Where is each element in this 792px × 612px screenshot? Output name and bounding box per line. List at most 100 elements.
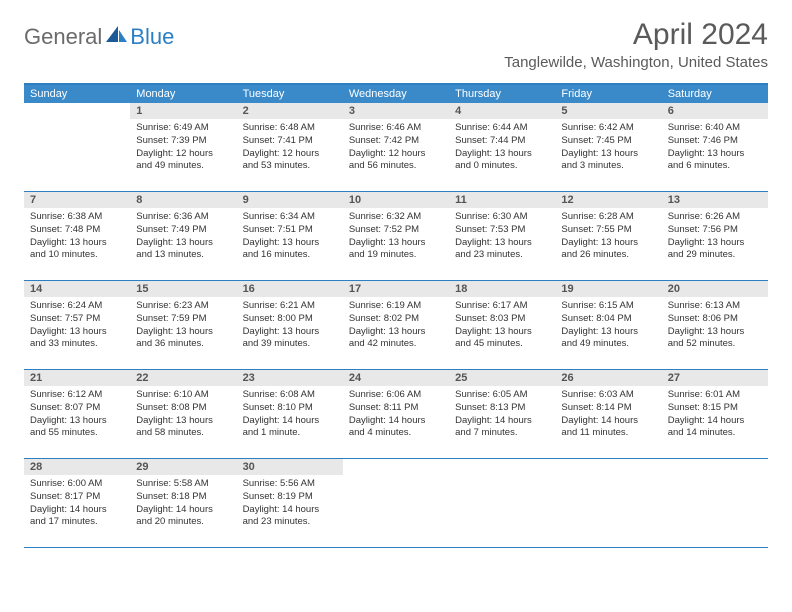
detail-line: Sunrise: 6:23 AM [136, 300, 230, 313]
detail-line: Sunrise: 6:38 AM [30, 211, 124, 224]
detail-line: Daylight: 14 hours [136, 504, 230, 517]
detail-line: and 49 minutes. [561, 338, 655, 351]
detail-line: Sunset: 7:56 PM [668, 224, 762, 237]
calendar-cell: 9Sunrise: 6:34 AMSunset: 7:51 PMDaylight… [237, 192, 343, 280]
detail-line: Sunrise: 6:06 AM [349, 389, 443, 402]
calendar-week: 1Sunrise: 6:49 AMSunset: 7:39 PMDaylight… [24, 103, 768, 192]
day-number: 25 [449, 370, 555, 386]
logo: General Blue [24, 24, 174, 50]
detail-line: Sunrise: 6:19 AM [349, 300, 443, 313]
detail-line: Sunset: 7:44 PM [455, 135, 549, 148]
day-details: Sunrise: 6:01 AMSunset: 8:15 PMDaylight:… [662, 386, 768, 446]
detail-line: Daylight: 14 hours [30, 504, 124, 517]
day-number: 1 [130, 103, 236, 119]
detail-line: Sunset: 8:15 PM [668, 402, 762, 415]
day-number [24, 103, 130, 107]
detail-line: Daylight: 13 hours [668, 326, 762, 339]
day-details: Sunrise: 6:44 AMSunset: 7:44 PMDaylight:… [449, 119, 555, 179]
day-details: Sunrise: 6:42 AMSunset: 7:45 PMDaylight:… [555, 119, 661, 179]
calendar-cell: 22Sunrise: 6:10 AMSunset: 8:08 PMDayligh… [130, 370, 236, 458]
detail-line: Sunset: 8:08 PM [136, 402, 230, 415]
detail-line: Sunset: 8:04 PM [561, 313, 655, 326]
day-number: 26 [555, 370, 661, 386]
detail-line: Daylight: 13 hours [668, 148, 762, 161]
detail-line: Sunrise: 6:03 AM [561, 389, 655, 402]
calendar-cell: 2Sunrise: 6:48 AMSunset: 7:41 PMDaylight… [237, 103, 343, 191]
detail-line: Sunset: 8:02 PM [349, 313, 443, 326]
detail-line: Sunset: 8:18 PM [136, 491, 230, 504]
detail-line: Daylight: 13 hours [561, 148, 655, 161]
detail-line: Sunset: 8:13 PM [455, 402, 549, 415]
calendar-cell: 24Sunrise: 6:06 AMSunset: 8:11 PMDayligh… [343, 370, 449, 458]
detail-line: Sunset: 7:59 PM [136, 313, 230, 326]
day-number: 20 [662, 281, 768, 297]
detail-line: Sunrise: 6:17 AM [455, 300, 549, 313]
detail-line: Daylight: 13 hours [349, 326, 443, 339]
detail-line: Sunrise: 6:46 AM [349, 122, 443, 135]
detail-line: and 42 minutes. [349, 338, 443, 351]
calendar-cell: 7Sunrise: 6:38 AMSunset: 7:48 PMDaylight… [24, 192, 130, 280]
detail-line: and 10 minutes. [30, 249, 124, 262]
detail-line: and 14 minutes. [668, 427, 762, 440]
day-number: 7 [24, 192, 130, 208]
calendar-cell: 13Sunrise: 6:26 AMSunset: 7:56 PMDayligh… [662, 192, 768, 280]
day-details: Sunrise: 6:17 AMSunset: 8:03 PMDaylight:… [449, 297, 555, 357]
day-number [343, 459, 449, 463]
day-number: 23 [237, 370, 343, 386]
day-number [555, 459, 661, 463]
detail-line: Sunset: 7:57 PM [30, 313, 124, 326]
detail-line: and 20 minutes. [136, 516, 230, 529]
detail-line: Daylight: 14 hours [243, 504, 337, 517]
calendar-cell: 18Sunrise: 6:17 AMSunset: 8:03 PMDayligh… [449, 281, 555, 369]
calendar-cell: 19Sunrise: 6:15 AMSunset: 8:04 PMDayligh… [555, 281, 661, 369]
day-details: Sunrise: 6:26 AMSunset: 7:56 PMDaylight:… [662, 208, 768, 268]
day-number: 9 [237, 192, 343, 208]
day-number: 2 [237, 103, 343, 119]
detail-line: and 58 minutes. [136, 427, 230, 440]
day-details: Sunrise: 6:32 AMSunset: 7:52 PMDaylight:… [343, 208, 449, 268]
day-details: Sunrise: 6:36 AMSunset: 7:49 PMDaylight:… [130, 208, 236, 268]
detail-line: and 4 minutes. [349, 427, 443, 440]
day-details: Sunrise: 6:15 AMSunset: 8:04 PMDaylight:… [555, 297, 661, 357]
calendar-cell: 5Sunrise: 6:42 AMSunset: 7:45 PMDaylight… [555, 103, 661, 191]
calendar-cell [343, 459, 449, 547]
detail-line: Sunrise: 5:58 AM [136, 478, 230, 491]
detail-line: and 53 minutes. [243, 160, 337, 173]
detail-line: Sunrise: 6:34 AM [243, 211, 337, 224]
detail-line: Sunrise: 6:13 AM [668, 300, 762, 313]
detail-line: Sunrise: 6:26 AM [668, 211, 762, 224]
detail-line: Sunset: 7:41 PM [243, 135, 337, 148]
calendar-cell: 12Sunrise: 6:28 AMSunset: 7:55 PMDayligh… [555, 192, 661, 280]
detail-line: Sunset: 8:06 PM [668, 313, 762, 326]
day-details: Sunrise: 6:46 AMSunset: 7:42 PMDaylight:… [343, 119, 449, 179]
calendar-cell [555, 459, 661, 547]
detail-line: and 45 minutes. [455, 338, 549, 351]
day-details: Sunrise: 6:30 AMSunset: 7:53 PMDaylight:… [449, 208, 555, 268]
detail-line: Daylight: 13 hours [561, 237, 655, 250]
day-details: Sunrise: 6:48 AMSunset: 7:41 PMDaylight:… [237, 119, 343, 179]
detail-line: and 33 minutes. [30, 338, 124, 351]
detail-line: Sunset: 7:46 PM [668, 135, 762, 148]
day-details: Sunrise: 6:10 AMSunset: 8:08 PMDaylight:… [130, 386, 236, 446]
detail-line: Daylight: 13 hours [455, 326, 549, 339]
day-number: 10 [343, 192, 449, 208]
detail-line: Sunset: 8:07 PM [30, 402, 124, 415]
day-number: 18 [449, 281, 555, 297]
detail-line: Sunset: 8:19 PM [243, 491, 337, 504]
detail-line: Sunset: 7:45 PM [561, 135, 655, 148]
detail-line: Daylight: 13 hours [455, 237, 549, 250]
logo-text-general: General [24, 24, 102, 50]
calendar-cell: 14Sunrise: 6:24 AMSunset: 7:57 PMDayligh… [24, 281, 130, 369]
calendar-cell: 25Sunrise: 6:05 AMSunset: 8:13 PMDayligh… [449, 370, 555, 458]
calendar-cell: 28Sunrise: 6:00 AMSunset: 8:17 PMDayligh… [24, 459, 130, 547]
logo-text-blue: Blue [130, 24, 174, 50]
calendar-cell: 29Sunrise: 5:58 AMSunset: 8:18 PMDayligh… [130, 459, 236, 547]
detail-line: Daylight: 14 hours [455, 415, 549, 428]
detail-line: Daylight: 13 hours [136, 415, 230, 428]
detail-line: and 39 minutes. [243, 338, 337, 351]
day-number: 3 [343, 103, 449, 119]
detail-line: Sunrise: 5:56 AM [243, 478, 337, 491]
detail-line: Sunrise: 6:12 AM [30, 389, 124, 402]
day-number: 28 [24, 459, 130, 475]
detail-line: Sunrise: 6:24 AM [30, 300, 124, 313]
